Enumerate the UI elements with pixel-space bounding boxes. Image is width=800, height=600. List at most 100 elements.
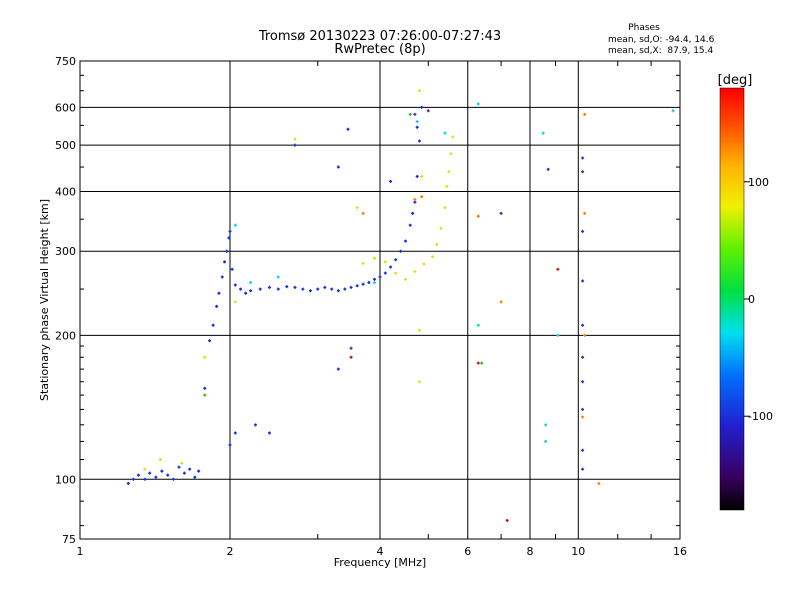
data-point — [276, 275, 280, 279]
data-point — [413, 270, 417, 274]
data-point — [447, 170, 451, 174]
data-point — [203, 355, 207, 359]
data-point — [417, 328, 421, 332]
data-point — [346, 127, 350, 131]
data-point — [361, 261, 365, 265]
x-axis-label: Frequency [MHz] — [334, 556, 426, 569]
data-point — [143, 467, 147, 471]
data-point — [394, 271, 398, 275]
data-point — [420, 195, 424, 199]
data-point — [583, 211, 587, 215]
data-point — [239, 287, 243, 291]
plot-frame — [79, 60, 681, 540]
data-point — [355, 206, 359, 210]
data-point — [308, 289, 312, 293]
data-point — [330, 287, 334, 291]
data-point — [581, 380, 585, 384]
data-point — [439, 226, 443, 230]
data-point — [233, 300, 237, 304]
data-point — [597, 481, 601, 485]
data-point — [581, 355, 585, 359]
data-point — [367, 281, 371, 285]
data-points — [126, 89, 675, 522]
data-point — [389, 179, 393, 183]
data-point — [480, 361, 484, 365]
data-point — [343, 287, 347, 291]
data-point — [211, 323, 215, 327]
colorbar-tick-label: 0 — [748, 293, 755, 306]
data-point — [408, 223, 412, 227]
colorbar-tick-label: -100 — [748, 410, 773, 423]
x-tick-label: 10 — [571, 545, 585, 558]
data-point — [361, 211, 365, 215]
data-point — [413, 112, 417, 116]
data-point — [411, 211, 415, 215]
data-point — [203, 386, 207, 390]
data-point — [581, 156, 585, 160]
data-point — [233, 283, 237, 287]
data-point — [581, 323, 585, 327]
data-point — [355, 284, 359, 288]
colorbar-tick-label: 100 — [748, 176, 769, 189]
data-point — [230, 267, 234, 271]
data-point — [544, 423, 548, 427]
data-point — [267, 431, 271, 435]
data-point — [182, 471, 186, 475]
data-point — [449, 152, 453, 156]
data-point — [143, 477, 147, 481]
data-point — [349, 346, 353, 350]
data-point — [581, 467, 585, 471]
data-point — [399, 249, 403, 253]
data-point — [215, 304, 219, 308]
data-point — [361, 282, 365, 286]
colorbar — [719, 87, 745, 511]
data-point — [420, 105, 424, 109]
x-tick-label: 2 — [227, 545, 234, 558]
data-point — [556, 267, 560, 271]
data-point — [581, 407, 585, 411]
data-point — [383, 271, 387, 275]
data-point — [671, 109, 675, 113]
data-point — [233, 431, 237, 435]
data-point — [316, 287, 320, 291]
y-tick-label: 400 — [55, 185, 76, 198]
data-point — [581, 229, 585, 233]
phases-stat-x: mean, sd,X: 87.9, 15.4 — [608, 46, 714, 56]
data-point — [373, 277, 377, 281]
data-point — [583, 112, 587, 116]
data-point — [293, 285, 297, 289]
x-tick-label: 6 — [464, 545, 471, 558]
data-point — [336, 289, 340, 293]
data-point — [417, 89, 421, 93]
data-point — [158, 457, 162, 461]
data-point — [180, 461, 184, 465]
data-point — [301, 287, 305, 291]
data-point — [415, 174, 419, 178]
data-point — [443, 206, 447, 210]
data-point — [227, 236, 231, 240]
data-point — [197, 469, 201, 473]
x-tick-label: 1 — [77, 545, 84, 558]
data-point — [499, 300, 503, 304]
data-point — [293, 137, 297, 141]
data-point — [476, 323, 480, 327]
data-point — [220, 275, 224, 279]
grid-lines — [80, 61, 680, 539]
data-point — [223, 260, 227, 264]
data-point — [166, 473, 170, 477]
data-point — [126, 481, 130, 485]
data-point — [435, 242, 439, 246]
x-tick-label: 8 — [527, 545, 534, 558]
data-point — [408, 112, 412, 116]
data-point — [203, 393, 207, 397]
data-point — [336, 367, 340, 371]
data-point — [253, 423, 257, 427]
data-point — [389, 265, 393, 269]
data-point — [417, 139, 421, 143]
phases-heading: Phases — [628, 23, 660, 33]
data-point — [451, 135, 455, 139]
data-point — [154, 475, 158, 479]
data-point — [403, 277, 407, 281]
data-point — [136, 473, 140, 477]
data-point — [581, 415, 585, 419]
